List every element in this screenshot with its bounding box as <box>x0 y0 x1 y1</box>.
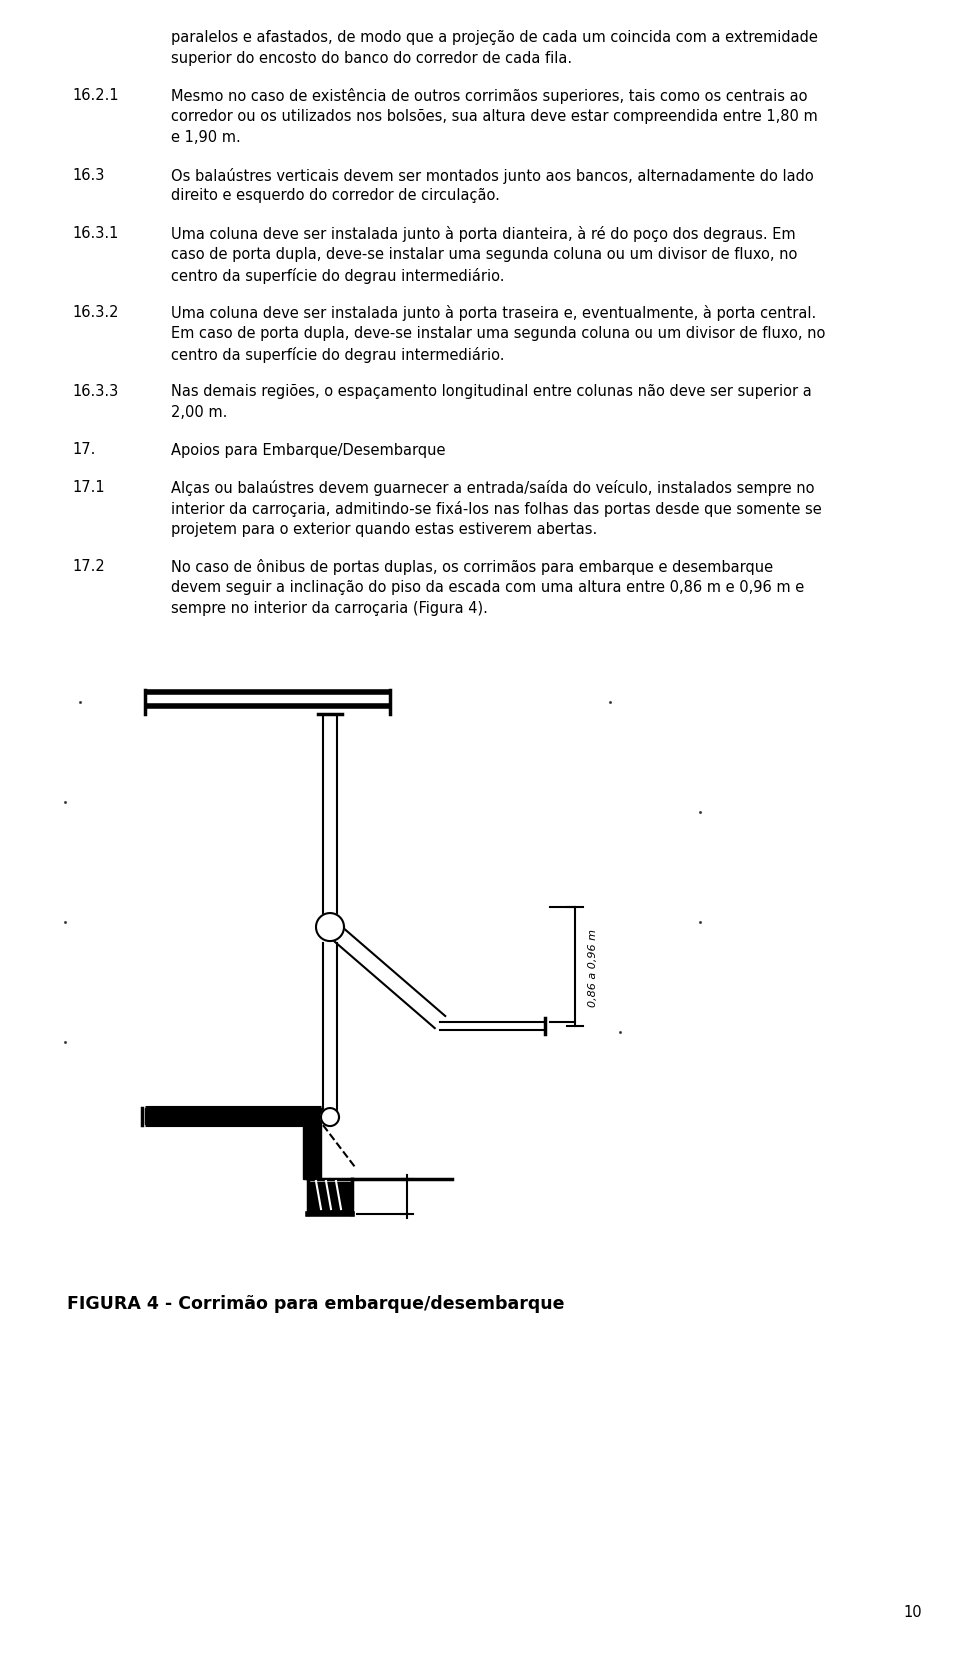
Text: centro da superfície do degrau intermediário.: centro da superfície do degrau intermedi… <box>171 268 504 283</box>
Text: e 1,90 m.: e 1,90 m. <box>171 131 241 146</box>
Text: Uma coluna deve ser instalada junto à porta dianteira, à ré do poço dos degraus.: Uma coluna deve ser instalada junto à po… <box>171 225 796 242</box>
Text: 16.3.1: 16.3.1 <box>72 225 118 240</box>
Text: corredor ou os utilizados nos bolsões, sua altura deve estar compreendida entre : corredor ou os utilizados nos bolsões, s… <box>171 109 818 124</box>
Text: Nas demais regiões, o espaçamento longitudinal entre colunas não deve ser superi: Nas demais regiões, o espaçamento longit… <box>171 384 811 399</box>
Polygon shape <box>316 914 344 942</box>
Text: 17.2: 17.2 <box>72 559 105 574</box>
Text: 17.1: 17.1 <box>72 480 105 495</box>
Text: 2,00 m.: 2,00 m. <box>171 405 228 420</box>
Text: centro da superfície do degrau intermediário.: centro da superfície do degrau intermedi… <box>171 346 504 362</box>
Text: projetem para o exterior quando estas estiverem abertas.: projetem para o exterior quando estas es… <box>171 521 597 536</box>
Text: interior da carroçaria, admitindo-se fixá-los nas folhas das portas desde que so: interior da carroçaria, admitindo-se fix… <box>171 500 822 516</box>
Text: Uma coluna deve ser instalada junto à porta traseira e, eventualmente, à porta c: Uma coluna deve ser instalada junto à po… <box>171 305 816 321</box>
Text: caso de porta dupla, deve-se instalar uma segunda coluna ou um divisor de fluxo,: caso de porta dupla, deve-se instalar um… <box>171 247 797 261</box>
Text: 16.2.1: 16.2.1 <box>72 88 119 103</box>
Text: 10: 10 <box>903 1604 922 1619</box>
Text: 17.: 17. <box>72 442 95 457</box>
Text: 0,86 a 0,96 m: 0,86 a 0,96 m <box>588 928 598 1006</box>
Text: Em caso de porta dupla, deve-se instalar uma segunda coluna ou um divisor de flu: Em caso de porta dupla, deve-se instalar… <box>171 326 826 341</box>
Text: Alças ou balaústres devem guarnecer a entrada/saída do veículo, instalados sempr: Alças ou balaústres devem guarnecer a en… <box>171 480 814 496</box>
Text: Apoios para Embarque/Desembarque: Apoios para Embarque/Desembarque <box>171 442 445 457</box>
Text: devem seguir a inclinação do piso da escada com uma altura entre 0,86 m e 0,96 m: devem seguir a inclinação do piso da esc… <box>171 579 804 594</box>
Text: 16.3.2: 16.3.2 <box>72 305 118 319</box>
Polygon shape <box>308 1182 352 1215</box>
Text: superior do encosto do banco do corredor de cada fila.: superior do encosto do banco do corredor… <box>171 51 572 66</box>
Polygon shape <box>145 1109 321 1124</box>
Text: 16.3.3: 16.3.3 <box>72 384 118 399</box>
Text: sempre no interior da carroçaria (Figura 4).: sempre no interior da carroçaria (Figura… <box>171 601 488 616</box>
Text: FIGURA 4 - Corrimão para embarque/desembarque: FIGURA 4 - Corrimão para embarque/desemb… <box>67 1294 564 1312</box>
Text: paralelos e afastados, de modo que a projeção de cada um coincida com a extremid: paralelos e afastados, de modo que a pro… <box>171 30 818 45</box>
Polygon shape <box>321 1109 339 1127</box>
Text: Os balaústres verticais devem ser montados junto aos bancos, alternadamente do l: Os balaústres verticais devem ser montad… <box>171 167 814 184</box>
Text: Mesmo no caso de existência de outros corrimãos superiores, tais como os centrai: Mesmo no caso de existência de outros co… <box>171 88 807 104</box>
Text: direito e esquerdo do corredor de circulação.: direito e esquerdo do corredor de circul… <box>171 189 500 204</box>
Text: 16.3: 16.3 <box>72 167 105 182</box>
Polygon shape <box>303 1124 321 1180</box>
Text: No caso de ônibus de portas duplas, os corrimãos para embarque e desembarque: No caso de ônibus de portas duplas, os c… <box>171 559 773 574</box>
